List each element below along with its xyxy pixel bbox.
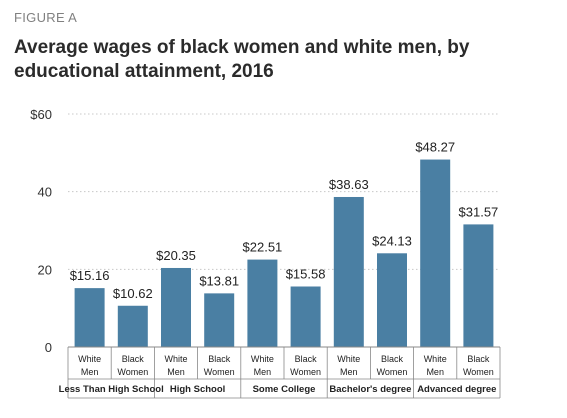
x-category-label: Men (81, 367, 99, 377)
x-category-label: White (424, 354, 447, 364)
x-category-label: Black (467, 354, 490, 364)
chart-title: Average wages of black women and white m… (14, 37, 470, 82)
x-category-label: Black (208, 354, 231, 364)
bar (204, 293, 235, 347)
x-category-label: Women (204, 367, 235, 377)
bar (290, 286, 321, 347)
data-label: $31.57 (459, 204, 499, 219)
bar (463, 224, 494, 347)
y-tick-label: 0 (45, 340, 52, 355)
data-label: $15.58 (286, 266, 326, 281)
x-category-label: Men (426, 367, 444, 377)
x-group-label: Bachelor's degree (329, 384, 411, 395)
x-category-label: Women (290, 367, 321, 377)
bar (161, 267, 191, 347)
x-category-label: Women (117, 367, 148, 377)
data-label: $10.62 (113, 286, 153, 301)
bar (117, 305, 148, 347)
x-group-label: Advanced degree (417, 384, 496, 395)
x-category-label: Men (167, 367, 185, 377)
bar (74, 288, 105, 347)
data-label: $15.16 (70, 268, 110, 283)
x-category-label: Women (463, 367, 494, 377)
x-category-label: White (78, 354, 101, 364)
bar (420, 159, 451, 347)
x-category-label: White (164, 354, 187, 364)
x-category-label: Men (254, 367, 272, 377)
figure-label: FIGURE A (14, 10, 78, 25)
bar (377, 253, 407, 347)
x-group-label: High School (170, 384, 225, 395)
data-label: $13.81 (199, 273, 239, 288)
data-label: $20.35 (156, 248, 196, 263)
x-category-label: Black (295, 354, 318, 364)
y-tick-label: 40 (38, 185, 52, 200)
data-label: $38.63 (329, 177, 369, 192)
x-category-label: White (251, 354, 274, 364)
bar (333, 196, 364, 347)
x-category-label: White (337, 354, 360, 364)
y-tick-label: 20 (38, 262, 52, 277)
x-category-label: Black (122, 354, 145, 364)
data-label: $22.51 (243, 240, 283, 255)
bar (247, 259, 278, 347)
data-label: $24.13 (372, 233, 412, 248)
data-label: $48.27 (415, 140, 455, 155)
x-category-label: Black (381, 354, 404, 364)
x-category-label: Men (340, 367, 358, 377)
y-tick-label: $60 (30, 107, 52, 122)
x-group-label: Less Than High School (59, 384, 164, 395)
x-group-label: Some College (253, 384, 316, 395)
x-category-label: Women (377, 367, 408, 377)
